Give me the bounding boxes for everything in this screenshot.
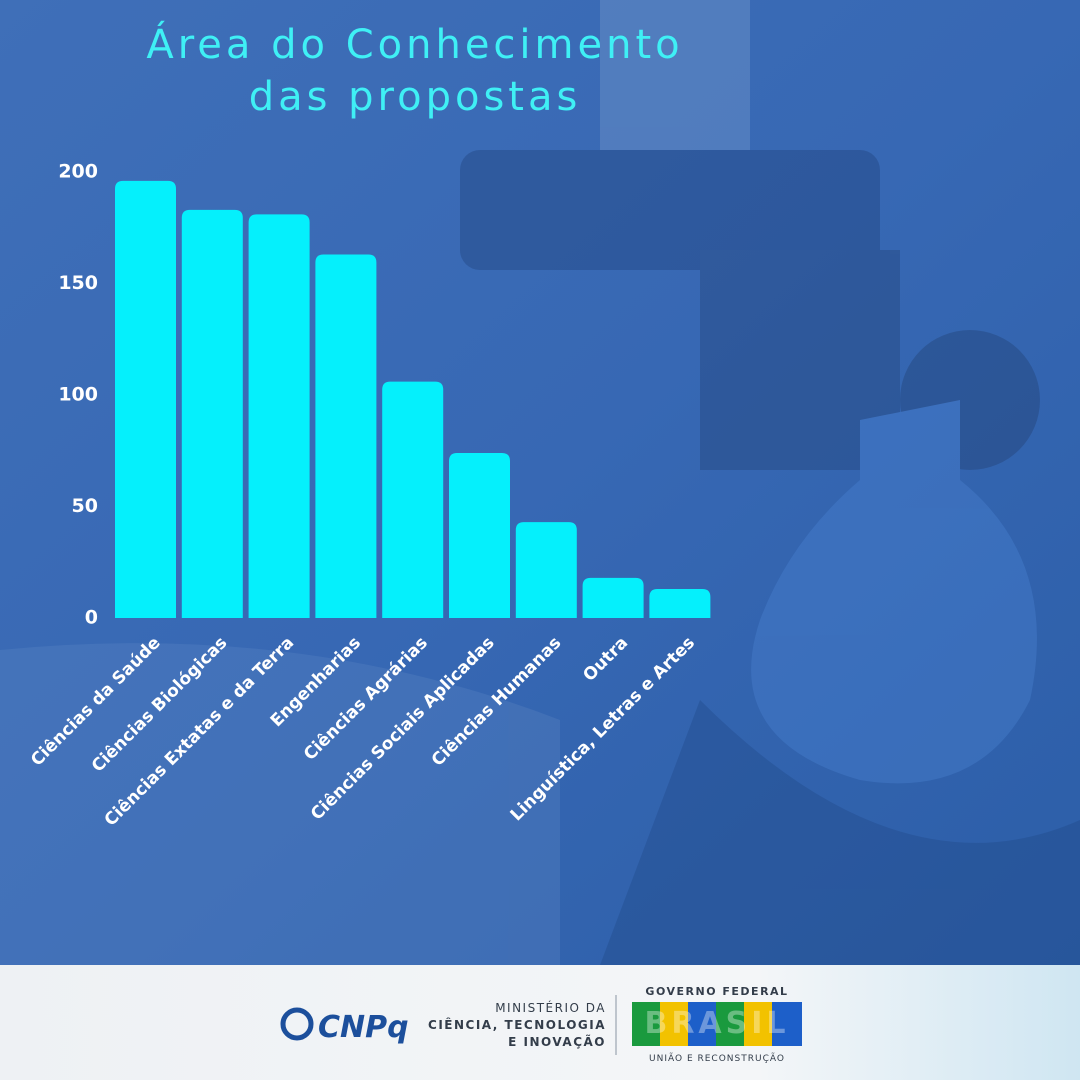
bar: [649, 589, 711, 618]
gov-top: GOVERNO FEDERAL: [645, 985, 788, 998]
chart-title: Área do Conhecimento: [146, 20, 683, 68]
bar: [181, 209, 243, 618]
gov-bottom: UNIÃO E RECONSTRUÇÃO: [649, 1053, 785, 1064]
bar: [449, 452, 510, 618]
background: [0, 0, 1080, 965]
gov-name: BRASIL: [644, 1006, 789, 1041]
cnpq-text: CNPq: [318, 1010, 409, 1045]
bar: [248, 214, 310, 618]
y-tick-label: 0: [85, 607, 98, 629]
bar: [515, 522, 577, 618]
y-tick-label: 100: [58, 384, 98, 406]
background-photo: [0, 0, 1080, 965]
bar: [115, 180, 176, 619]
chart-title: das propostas: [249, 74, 582, 120]
bar: [582, 577, 644, 618]
ministry-line: MINISTÉRIO DA: [495, 1000, 606, 1015]
bar: [315, 254, 377, 618]
y-tick-label: 200: [58, 161, 98, 183]
ministry-line: CIÊNCIA, TECNOLOGIA: [428, 1017, 606, 1032]
brasil-blocks: [632, 1002, 802, 1046]
footer: [0, 965, 1080, 1080]
y-tick-label: 50: [72, 495, 98, 517]
y-tick-label: 150: [58, 272, 98, 294]
cnpq-logo: CNPq: [280, 1007, 409, 1045]
ministry-line: E INOVAÇÃO: [508, 1034, 606, 1049]
bar: [382, 381, 444, 618]
